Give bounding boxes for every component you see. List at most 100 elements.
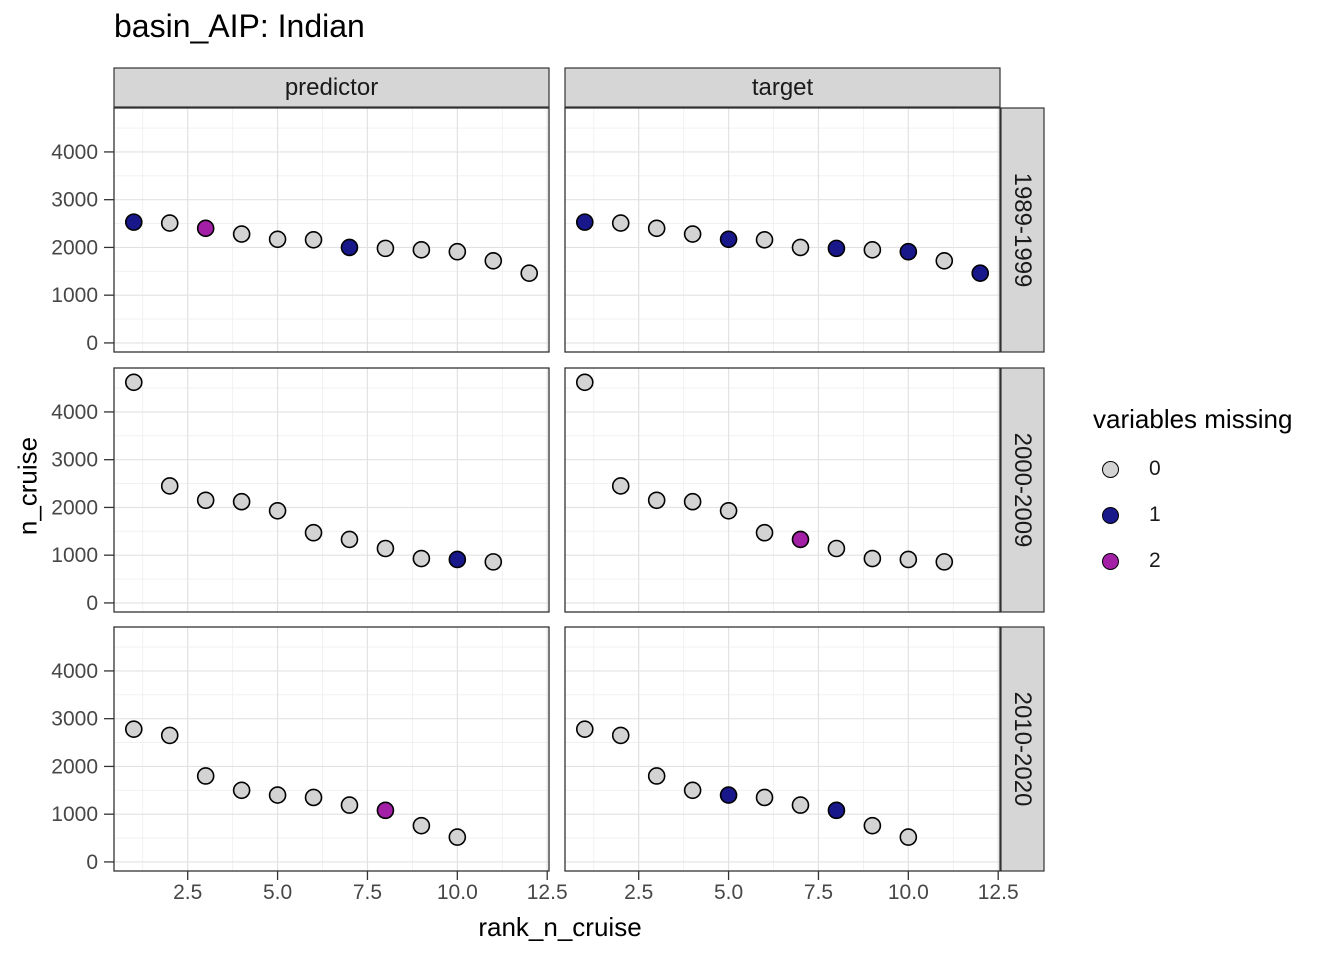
- data-point: [575, 720, 594, 738]
- data-point: [412, 549, 431, 568]
- legend-swatch-icon: [1102, 460, 1119, 478]
- x-tick-label: 7.5: [353, 881, 382, 904]
- data-point: [827, 801, 846, 820]
- panel-border: [564, 367, 1001, 613]
- legend-item: 1: [1093, 492, 1292, 538]
- data-point: [520, 264, 539, 283]
- y-tick-label: 3000: [51, 449, 98, 472]
- data-point: [863, 241, 882, 259]
- legend-item: 2: [1093, 538, 1292, 584]
- data-point: [304, 523, 323, 542]
- y-tick-label: 1000: [51, 544, 98, 567]
- facet-row-label: 1989-1999: [1009, 173, 1036, 288]
- data-point: [935, 251, 954, 270]
- data-point: [232, 492, 251, 511]
- data-point: [755, 230, 774, 249]
- data-point: [755, 523, 774, 542]
- data-point: [160, 214, 179, 232]
- legend-items: 0 1 2: [1093, 446, 1292, 584]
- data-point: [448, 242, 467, 261]
- data-point: [899, 828, 918, 846]
- data-point: [971, 264, 990, 283]
- y-tick-label: 1000: [51, 803, 98, 826]
- facet-row-label: 2000-2009: [1009, 433, 1036, 548]
- y-axis-title: n_cruise: [12, 436, 43, 536]
- data-point: [340, 238, 359, 257]
- data-point: [484, 251, 503, 270]
- data-point: [935, 553, 954, 571]
- y-tick-label: 3000: [51, 708, 98, 731]
- data-point: [611, 477, 630, 495]
- y-tick-label: 0: [86, 592, 98, 615]
- data-point: [268, 786, 287, 804]
- data-point: [863, 549, 882, 568]
- panel-border: [113, 367, 550, 613]
- legend-label: 0: [1149, 457, 1161, 480]
- data-point: [448, 550, 467, 569]
- facet-row-label: 2010-2020: [1009, 692, 1036, 807]
- x-tick-label: 7.5: [804, 881, 833, 904]
- data-point: [647, 491, 666, 510]
- x-tick-label: 5.0: [263, 881, 292, 904]
- legend-label: 2: [1149, 549, 1161, 572]
- data-point: [124, 373, 143, 392]
- y-tick-label: 2000: [51, 496, 98, 519]
- y-tick-label: 0: [86, 851, 98, 874]
- data-point: [755, 788, 774, 807]
- data-point: [376, 239, 395, 258]
- x-tick-label: 10.0: [888, 881, 929, 904]
- data-point: [196, 491, 215, 510]
- y-tick-label: 4000: [51, 141, 98, 164]
- data-point: [827, 539, 846, 558]
- data-point: [448, 828, 467, 846]
- data-point: [484, 553, 503, 571]
- panel-border: [564, 626, 1001, 872]
- data-point: [304, 230, 323, 249]
- legend-item: 0: [1093, 446, 1292, 492]
- facet-row-strip: [1000, 367, 1045, 613]
- x-tick-label: 2.5: [624, 881, 653, 904]
- panel-background: [114, 627, 549, 871]
- x-tick-label: 5.0: [714, 881, 743, 904]
- data-point: [683, 492, 702, 511]
- x-tick-label: 10.0: [437, 881, 478, 904]
- data-point: [575, 373, 594, 392]
- x-axis-title: rank_n_cruise: [478, 912, 642, 942]
- y-tick-label: 3000: [51, 189, 98, 212]
- panel-background: [565, 108, 1000, 352]
- data-point: [412, 816, 431, 835]
- facet-col-label: predictor: [285, 74, 378, 101]
- data-point: [376, 539, 395, 558]
- facet-col-strip: [564, 67, 1001, 108]
- facet-row-strip: [1000, 107, 1045, 353]
- data-point: [196, 219, 215, 238]
- data-point: [160, 477, 179, 495]
- panel-background: [565, 368, 1000, 612]
- y-tick-label: 2000: [51, 236, 98, 259]
- y-tick-label: 4000: [51, 660, 98, 683]
- data-point: [232, 225, 251, 243]
- data-point: [376, 801, 395, 820]
- data-point: [827, 239, 846, 258]
- data-point: [340, 530, 359, 549]
- data-point: [863, 816, 882, 835]
- data-point: [196, 767, 215, 785]
- data-point: [647, 767, 666, 785]
- data-point: [719, 230, 738, 249]
- plot-title: basin_AIP: Indian: [114, 8, 365, 44]
- x-tick-label: 12.5: [527, 881, 568, 904]
- panel-background: [114, 368, 549, 612]
- data-point: [719, 786, 738, 804]
- data-point: [719, 501, 738, 520]
- x-tick-label: 2.5: [173, 881, 202, 904]
- data-point: [611, 214, 630, 232]
- data-point: [899, 550, 918, 569]
- data-point: [124, 213, 143, 231]
- data-point: [683, 225, 702, 243]
- panel-background: [565, 627, 1000, 871]
- legend-title: variables missing: [1093, 404, 1293, 434]
- panel-border: [564, 107, 1001, 353]
- legend-swatch-icon: [1102, 552, 1119, 570]
- data-point: [683, 781, 702, 800]
